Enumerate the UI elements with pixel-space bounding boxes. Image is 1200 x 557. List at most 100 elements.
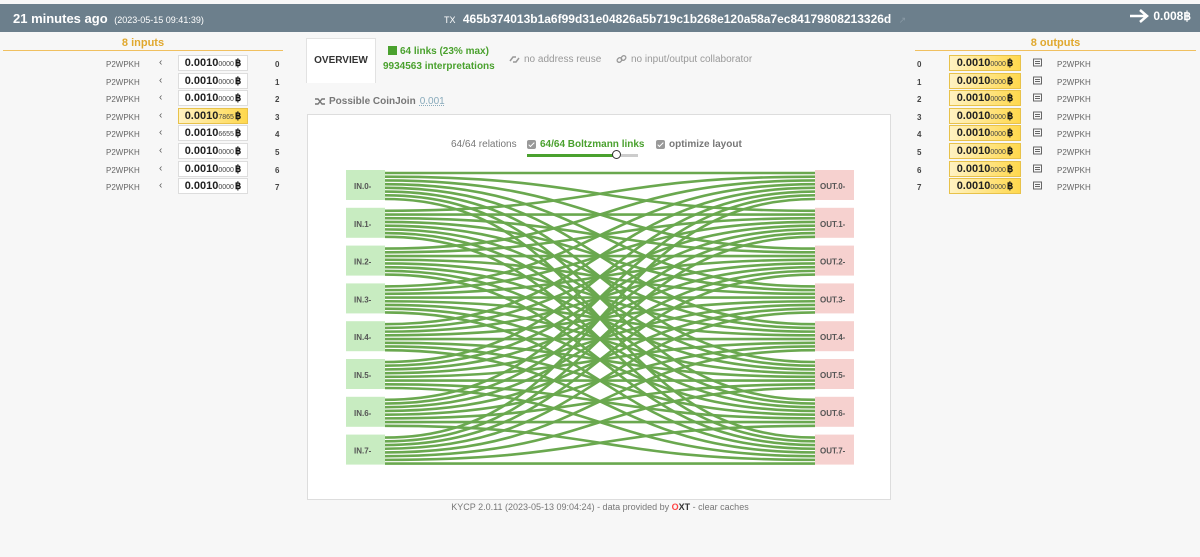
chevron-left-icon[interactable]: ‹ (159, 162, 163, 174)
amount-box[interactable]: 0.00100000฿ (949, 178, 1021, 195)
output-node-label: OUT.7- (820, 447, 846, 456)
amount-box[interactable]: 0.00100000฿ (178, 55, 248, 71)
input-row[interactable]: P2WPKH ‹ 0.00100000฿ 5 (0, 143, 290, 160)
amount-sats: 0000 (990, 78, 1006, 86)
amount-box[interactable]: 0.00100000฿ (178, 178, 248, 195)
input-node[interactable] (346, 245, 385, 276)
btc-icon: ฿ (1006, 181, 1014, 193)
output-row[interactable]: 1 0.00100000฿ P2WPKH (905, 72, 1195, 90)
amount-box[interactable]: 0.00100000฿ (178, 72, 248, 89)
btc-icon: ฿ (234, 58, 242, 69)
input-index: 1 (275, 77, 280, 87)
input-node[interactable] (346, 170, 385, 200)
output-node[interactable] (815, 245, 854, 276)
interpretations-count: 9934563 interpretations (383, 61, 495, 72)
input-node[interactable] (346, 207, 385, 238)
script-type: P2WPKH (106, 95, 140, 105)
input-row[interactable]: P2WPKH ‹ 0.00100000฿ 7 (0, 178, 290, 195)
output-node[interactable] (815, 283, 854, 314)
input-row[interactable]: P2WPKH ‹ 0.00100000฿ 0 (0, 55, 290, 72)
chevron-left-icon[interactable]: ‹ (159, 92, 163, 104)
chevron-left-icon[interactable]: ‹ (159, 57, 163, 68)
input-node-label: IN.7- (354, 447, 372, 456)
amount-box[interactable]: 0.00100000฿ (178, 143, 248, 159)
link-path[interactable] (384, 197, 816, 439)
input-node[interactable] (346, 321, 385, 352)
link-path[interactable] (384, 179, 816, 250)
boltzmann-slider[interactable] (527, 150, 638, 159)
amount-box[interactable]: 0.00100000฿ (178, 160, 248, 177)
chevron-left-icon[interactable]: ‹ (159, 145, 163, 156)
output-node[interactable] (815, 434, 854, 465)
input-node[interactable] (346, 434, 385, 465)
link-graph: IN.0- IN.1- IN.2- IN.3- IN.4- IN.5- IN.6- IN.7-… (346, 170, 854, 465)
optimize-layout-checkbox[interactable]: optimize layout (656, 139, 742, 150)
output-row[interactable]: 6 0.00100000฿ P2WPKH (905, 160, 1195, 178)
link-path[interactable] (384, 190, 816, 364)
input-row[interactable]: P2WPKH ‹ 0.00100000฿ 6 (0, 160, 290, 178)
input-row[interactable]: P2WPKH ‹ 0.00100000฿ 2 (0, 90, 290, 107)
input-row[interactable]: P2WPKH ‹ 0.00107865฿ 3 (0, 107, 290, 125)
output-node[interactable] (815, 207, 854, 238)
link-path[interactable] (384, 175, 816, 213)
amount-box[interactable]: 0.00106655฿ (178, 125, 248, 142)
chevron-left-icon[interactable]: ‹ (159, 74, 163, 86)
input-node[interactable] (346, 359, 385, 389)
output-node[interactable] (815, 396, 854, 427)
coinjoin-value[interactable]: 0.001 (419, 96, 445, 107)
amount-sats: 6655 (218, 131, 234, 139)
external-link-icon[interactable]: ↗ (898, 15, 907, 25)
script-type: P2WPKH (106, 148, 140, 157)
amount-box[interactable]: 0.00100000฿ (178, 90, 248, 107)
input-node[interactable] (346, 396, 385, 427)
output-row[interactable]: 0 0.00100000฿ P2WPKH (905, 55, 1195, 72)
oxt-link[interactable]: OXT (672, 502, 691, 512)
slider-thumb[interactable] (611, 150, 621, 159)
clear-caches-link[interactable]: - clear caches (692, 502, 749, 512)
address-reuse-status: no address reuse (509, 54, 601, 65)
input-node[interactable] (346, 283, 385, 314)
amount-box[interactable]: 0.00100000฿ (949, 72, 1021, 89)
input-row[interactable]: P2WPKH ‹ 0.00100000฿ 1 (0, 72, 290, 90)
link-path[interactable] (384, 186, 816, 326)
wallet-icon (1033, 181, 1042, 192)
amount-box[interactable]: 0.00107865฿ (178, 107, 248, 124)
input-node-label: IN.1- (354, 220, 372, 229)
amount-box[interactable]: 0.00100000฿ (949, 107, 1021, 124)
link-path[interactable] (384, 193, 816, 402)
link-path[interactable] (384, 235, 816, 443)
link-path[interactable] (384, 424, 816, 462)
tab-overview[interactable]: OVERVIEW (306, 38, 376, 83)
tx-id[interactable]: 465b374013b1a6f99d31e04826a5b719c1b268e1… (462, 12, 892, 26)
tx-time: 21 minutes ago (2023-05-15 09:41:39) (13, 11, 204, 26)
output-row[interactable]: 7 0.00100000฿ P2WPKH (905, 178, 1195, 195)
output-node-label: OUT.1- (820, 220, 846, 229)
link-path[interactable] (384, 348, 816, 454)
amount-box[interactable]: 0.00100000฿ (949, 125, 1021, 142)
chevron-left-icon[interactable]: ‹ (159, 180, 163, 192)
amount-box[interactable]: 0.00100000฿ (949, 55, 1021, 71)
output-node[interactable] (815, 359, 854, 389)
link-path[interactable] (384, 386, 816, 458)
amount-box[interactable]: 0.00100000฿ (949, 143, 1021, 159)
arrow-right-icon (1130, 9, 1150, 23)
amount-box[interactable]: 0.00100000฿ (949, 90, 1021, 107)
input-index: 4 (275, 130, 280, 140)
output-row[interactable]: 2 0.00100000฿ P2WPKH (905, 90, 1195, 107)
script-type: P2WPKH (1057, 148, 1091, 157)
link-path[interactable] (384, 311, 816, 451)
output-node[interactable] (815, 321, 854, 352)
link-path[interactable] (384, 182, 816, 288)
amount-sats: 0000 (218, 96, 234, 104)
output-row[interactable]: 5 0.00100000฿ P2WPKH (905, 143, 1195, 160)
chevron-left-icon[interactable]: ‹ (159, 127, 163, 139)
link-path[interactable] (384, 273, 816, 447)
chevron-left-icon[interactable]: ‹ (159, 109, 163, 121)
output-node[interactable] (815, 170, 854, 200)
output-row[interactable]: 4 0.00100000฿ P2WPKH (905, 125, 1195, 142)
boltzmann-checkbox[interactable]: 64/64 Boltzmann links (527, 139, 644, 150)
output-row[interactable]: 3 0.00100000฿ P2WPKH (905, 107, 1195, 125)
input-row[interactable]: P2WPKH ‹ 0.00106655฿ 4 (0, 125, 290, 142)
amount-box[interactable]: 0.00100000฿ (949, 160, 1021, 177)
script-type: P2WPKH (1057, 95, 1091, 105)
